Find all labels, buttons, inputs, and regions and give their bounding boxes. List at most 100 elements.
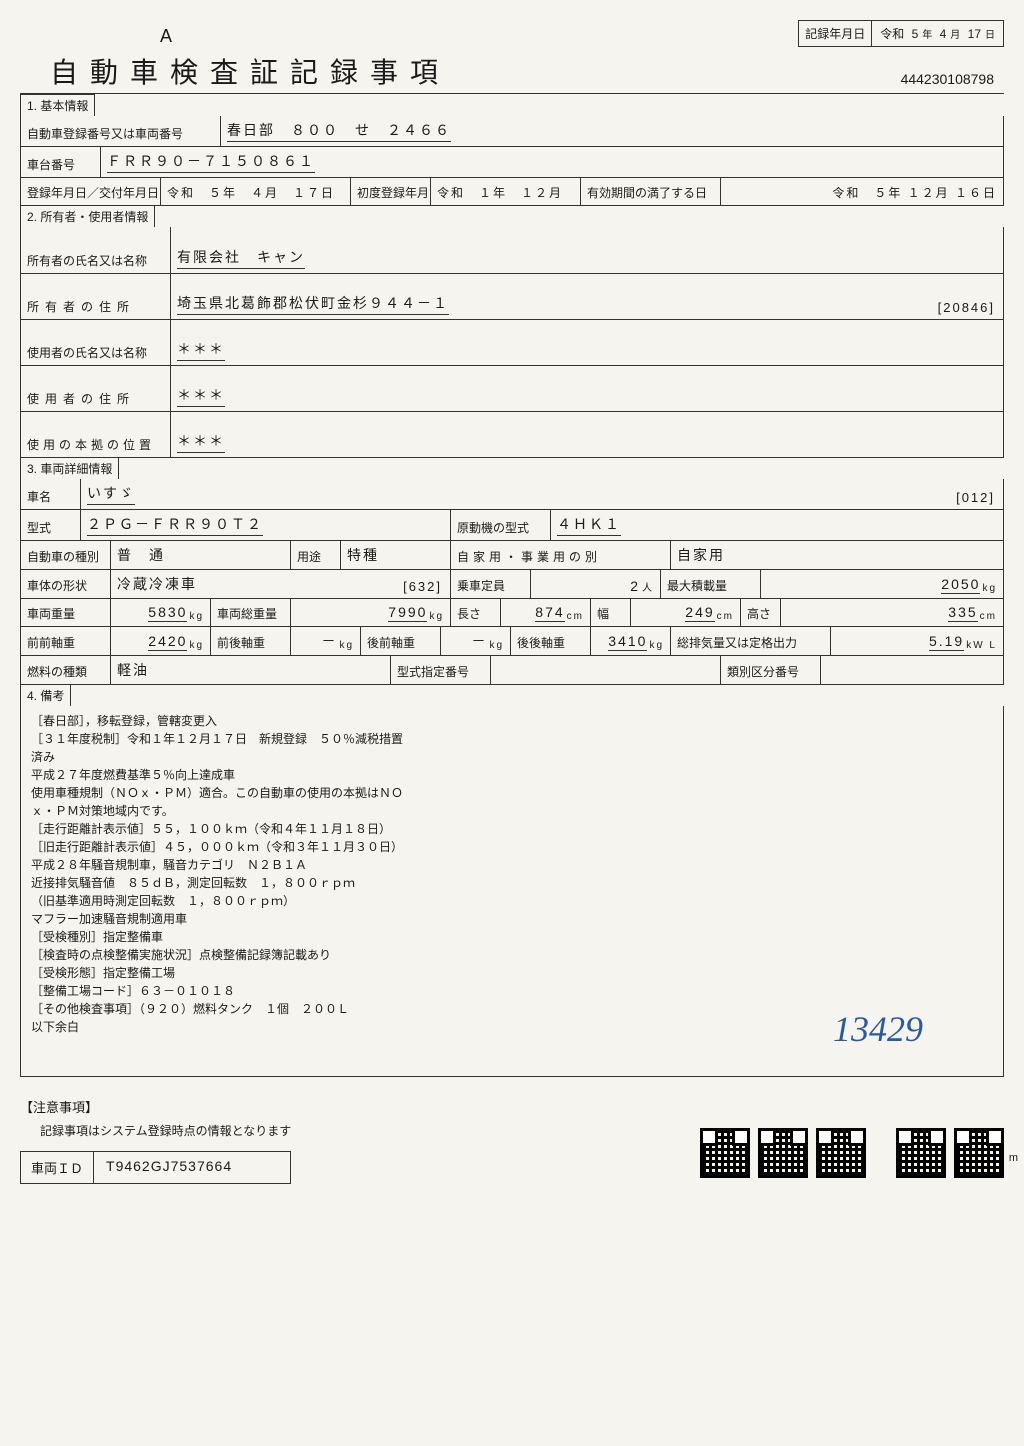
- remarks-line: 平成２７年度燃費基準５％向上達成車: [31, 766, 993, 784]
- remarks-text: ［春日部］，移転登録，管轄変更入［３１年度税制］令和１年１２月１７日 新規登録 …: [31, 712, 993, 1036]
- qr-code-icon: [758, 1128, 808, 1178]
- use-value: 特種: [341, 541, 451, 569]
- type-no-value: [491, 656, 721, 684]
- engine-value: ４ＨＫ１: [551, 510, 1003, 540]
- section3-header: 3. 車両詳細情報: [20, 458, 119, 479]
- rf-label: 後前軸重: [361, 627, 441, 655]
- user-name-label: 使用者の氏名又は名称: [21, 320, 171, 365]
- fr-label: 前後軸重: [211, 627, 291, 655]
- record-date-box: 記録年月日 令和 5年 4月 17日: [798, 20, 1004, 47]
- length-value: 874cm: [501, 599, 591, 626]
- handwritten-number: 13429: [833, 1002, 923, 1056]
- body-label: 車体の形状: [21, 570, 111, 598]
- height-label: 高さ: [741, 599, 781, 626]
- remarks-line: ［春日部］，移転登録，管轄変更入: [31, 712, 993, 730]
- remarks-line: ［整備工場コード］６３－０１０１８: [31, 982, 993, 1000]
- section1-block: 自動車登録番号又は車両番号 春日部 ８００ せ ２４６６ 車台番号 ＦＲＲ９０－…: [20, 116, 1004, 206]
- vehicle-id-label: 車両ＩＤ: [21, 1152, 94, 1183]
- model-value: ２ＰＧ－ＦＲＲ９０Ｔ２: [81, 510, 451, 540]
- capacity-value: 2人: [531, 570, 661, 598]
- expiry-label: 有効期間の満了する日: [581, 178, 721, 205]
- cat-no-value: [821, 656, 1003, 684]
- section4-header: 4. 備考: [20, 685, 71, 706]
- header-row: A 記録年月日 令和 5年 4月 17日: [20, 20, 1004, 47]
- width-label: 幅: [591, 599, 631, 626]
- remarks-box: ［春日部］，移転登録，管轄変更入［３１年度税制］令和１年１２月１７日 新規登録 …: [20, 706, 1004, 1077]
- expiry-value: 令和 ５年 １２月 １６日: [721, 178, 1003, 205]
- remarks-line: ［走行距離計表示値］５５，１００ｋｍ（令和４年１１月１８日）: [31, 820, 993, 838]
- private-value: 自家用: [671, 541, 1003, 569]
- user-addr-label: 使用者の住所: [21, 366, 171, 411]
- type-no-label: 型式指定番号: [391, 656, 491, 684]
- reg-no-value: 春日部 ８００ せ ２４６６: [221, 116, 1003, 146]
- vehicle-id-value: T9462GJ7537664: [94, 1152, 244, 1183]
- height-value: 335cm: [781, 599, 1003, 626]
- remarks-line: ［受検種別］指定整備車: [31, 928, 993, 946]
- use-label: 用途: [291, 541, 341, 569]
- disp-value: 5.19kW L: [831, 627, 1003, 655]
- owner-addr-code: [20846]: [938, 300, 995, 315]
- fuel-label: 燃料の種類: [21, 656, 111, 684]
- letter-a: A: [160, 26, 172, 47]
- car-name-value: いすゞ [012]: [81, 479, 1003, 509]
- remarks-line: ［検査時の点検整備実施状況］点検整備記録簿記載あり: [31, 946, 993, 964]
- private-label: 自家用・事業用の別: [451, 541, 671, 569]
- base-value: ＊＊＊: [171, 412, 1003, 457]
- title-row: 自動車検査証記録事項 444230108798: [20, 51, 1004, 94]
- weight-label: 車両重量: [21, 599, 111, 626]
- remarks-line: 使用車種規制（ＮＯｘ・ＰＭ）適合。この自動車の使用の本拠はＮＯ: [31, 784, 993, 802]
- chassis-value: ＦＲＲ９０－７１５０８６１: [101, 147, 1003, 177]
- section2-header: 2. 所有者・使用者情報: [20, 206, 155, 227]
- disp-label: 総排気量又は定格出力: [671, 627, 831, 655]
- user-addr-value: ＊＊＊: [171, 366, 1003, 411]
- remarks-line: ｘ・ＰＭ対策地域内です。: [31, 802, 993, 820]
- capacity-label: 乗車定員: [451, 570, 531, 598]
- car-name-label: 車名: [21, 479, 81, 509]
- side-number: m: [1009, 1152, 1018, 1164]
- user-name-value: ＊＊＊: [171, 320, 1003, 365]
- cat-no-label: 類別区分番号: [721, 656, 821, 684]
- record-date-label: 記録年月日: [799, 21, 872, 46]
- rr-value: 3410kg: [591, 627, 671, 655]
- gross-value: 7990kg: [291, 599, 451, 626]
- remarks-line: マフラー加速騒音規制適用車: [31, 910, 993, 928]
- remarks-line: 済み: [31, 748, 993, 766]
- car-name-code: [012]: [956, 490, 995, 505]
- remarks-line: （旧基準適用時測定回転数 １，８００ｒｐｍ）: [31, 892, 993, 910]
- weight-value: 5830kg: [111, 599, 211, 626]
- fr-value: －kg: [291, 627, 361, 655]
- vehicle-id-box: 車両ＩＤ T9462GJ7537664: [20, 1151, 291, 1184]
- reg-date-label: 登録年月日／交付年月日: [21, 178, 161, 205]
- qr-code-icon: [954, 1128, 1004, 1178]
- notice-text: 記録事項はシステム登録時点の情報となります: [40, 1122, 291, 1139]
- engine-label: 原動機の型式: [451, 510, 551, 540]
- fuel-value: 軽油: [111, 656, 391, 684]
- qr-code-icon: [816, 1128, 866, 1178]
- first-reg-value: 令和 １年 １２月: [431, 178, 581, 205]
- width-value: 249cm: [631, 599, 741, 626]
- owner-name-value: 有限会社 キャン: [171, 227, 1003, 273]
- kind-label: 自動車の種別: [21, 541, 111, 569]
- rr-label: 後後軸重: [511, 627, 591, 655]
- kind-value: 普 通: [111, 541, 291, 569]
- rf-value: －kg: [441, 627, 511, 655]
- maxload-value: 2050kg: [761, 570, 1003, 598]
- ff-value: 2420kg: [111, 627, 211, 655]
- chassis-label: 車台番号: [21, 147, 101, 177]
- section3-block: 車名 いすゞ [012] 型式 ２ＰＧ－ＦＲＲ９０Ｔ２ 原動機の型式 ４ＨＫ１ …: [20, 479, 1004, 685]
- gross-label: 車両総重量: [211, 599, 291, 626]
- body-value: 冷蔵冷凍車 [632]: [111, 570, 451, 598]
- base-label: 使用の本拠の位置: [21, 412, 171, 457]
- section1-header: 1. 基本情報: [20, 94, 95, 116]
- remarks-line: 平成２８年騒音規制車，騒音カテゴリ Ｎ２Ｂ１Ａ: [31, 856, 993, 874]
- document-number: 444230108798: [901, 71, 994, 87]
- owner-name-label: 所有者の氏名又は名称: [21, 227, 171, 273]
- model-label: 型式: [21, 510, 81, 540]
- document-title: 自動車検査証記録事項: [50, 51, 450, 91]
- length-label: 長さ: [451, 599, 501, 626]
- notice-title: 【注意事項】: [20, 1097, 1004, 1116]
- reg-date-value: 令和 ５年 ４月 １７日: [161, 178, 351, 205]
- record-date-value: 令和 5年 4月 17日: [872, 21, 1003, 46]
- notice-section: 【注意事項】 記録事項はシステム登録時点の情報となります 車両ＩＤ T9462G…: [20, 1097, 1004, 1184]
- reg-no-label: 自動車登録番号又は車両番号: [21, 116, 221, 146]
